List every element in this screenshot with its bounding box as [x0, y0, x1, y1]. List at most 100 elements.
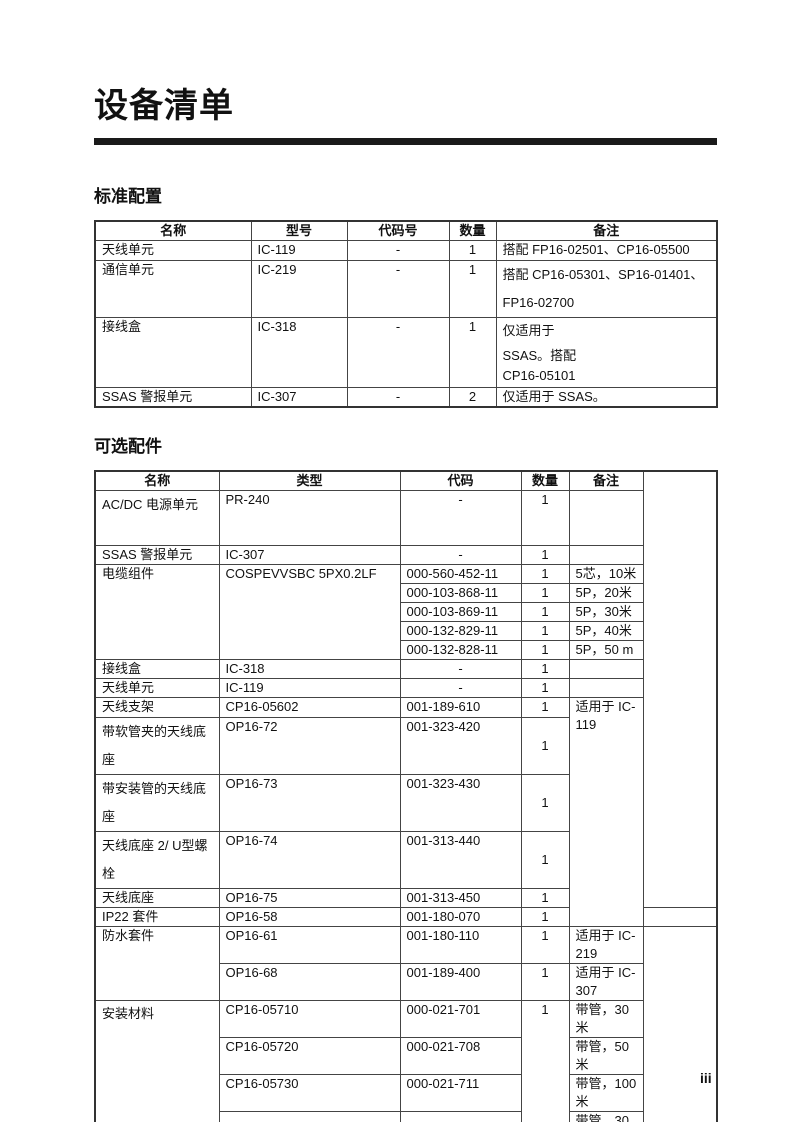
cell-note [568, 677, 644, 698]
header-type: 类型 [218, 470, 401, 491]
table-row: 天线单元 IC-119 - 1 搭配 FP16-02501、CP16-05500 [94, 239, 718, 261]
cell-type: OP16-68 [218, 962, 401, 1001]
header-qty: 数量 [448, 220, 497, 241]
cell-note [568, 544, 644, 565]
section-heading-standard: 标准配置 [94, 187, 162, 206]
cell-type: IC-307 [218, 544, 401, 565]
cell-model: IC-307 [250, 386, 348, 408]
cell-model: IC-219 [250, 259, 348, 318]
cell-code: - [346, 259, 450, 318]
cell-name: 安装材料 [94, 999, 220, 1122]
cell-name: 防水套件 [94, 925, 220, 1001]
note-line: 仅适用于 [502, 322, 555, 338]
header-note: 备注 [495, 220, 718, 241]
cell-note [568, 489, 644, 546]
standard-table: 名称 型号 代码号 数量 备注 天线单元 IC-119 - 1 搭配 FP16-… [94, 220, 718, 408]
cell-code: 000-132-828-11 [399, 639, 522, 660]
header-model: 型号 [250, 220, 348, 241]
cell-note: 搭配 FP16-02501、CP16-05500 [495, 239, 718, 261]
cell-qty: 1 [520, 906, 570, 927]
cell-code: 000-132-829-11 [399, 620, 522, 641]
cell-code: 000-560-452-11 [399, 563, 522, 584]
table-header: 名称 类型 代码 数量 备注 [94, 470, 717, 491]
cell-qty: 1 [520, 887, 570, 908]
header-code: 代码 [399, 470, 522, 491]
cell-type: OP16-61 [218, 925, 401, 964]
cell-note [568, 658, 644, 679]
table-row: SSAS 警报单元 IC-307 - 1 [94, 544, 717, 565]
cell-type: OP16-75 [218, 887, 401, 908]
cell-qty: 1 [520, 489, 570, 546]
cell-type: OP16-72 [218, 716, 401, 775]
cell-qty: 1 [520, 639, 570, 660]
table-row: 通信单元 IC-219 - 1 搭配 CP16-05301、SP16-01401… [94, 259, 718, 318]
cell-note: 带管，30 米 [568, 999, 644, 1038]
cell-code: - [399, 677, 522, 698]
cell-note: 适用于 IC-219 [568, 925, 644, 964]
cell-note: 适用于 IC-307 [568, 962, 644, 1001]
table-row: 接线盒 IC-318 - 1 [94, 658, 717, 679]
cell-note: 5P，50 m [568, 639, 644, 660]
cell-qty: 1 [520, 696, 570, 718]
page-title: 设备清单 [94, 87, 234, 125]
page-number: iii [700, 1070, 712, 1086]
table-row: 电缆组件 COSPEVVSBC 5PX0.2LF 000-560-452-11 … [94, 563, 717, 660]
cell-model: IC-318 [250, 316, 348, 388]
cell-qty: 1 [520, 716, 570, 775]
cell-code: 001-180-110 [399, 925, 522, 964]
cell-qty: 1 [448, 239, 497, 261]
cell-name: 天线单元 [94, 677, 220, 698]
cell-qty: 1 [520, 773, 570, 832]
cell-code: - [346, 316, 450, 388]
cell-code: 001-313-450 [399, 887, 522, 908]
cell-note: 5芯，10米 [568, 563, 644, 584]
cell-name: 带软管夹的天线底座 [94, 716, 220, 775]
cell-type: PR-240 [218, 489, 401, 546]
cell-name: 天线底座 2/ U型螺栓 [94, 830, 220, 889]
cell-name: 天线单元 [94, 239, 252, 261]
cell-note: 带管，100 米 [568, 1073, 644, 1112]
cell-note: 5P，30米 [568, 601, 644, 622]
cell-name: 天线支架 [94, 696, 220, 718]
cell-name: SSAS 警报单元 [94, 544, 220, 565]
cell-code: 000-021-711 [399, 1073, 522, 1112]
cell-type: COSPEVVSBC 5PX0.2LF [218, 563, 401, 660]
cell-qty: 1 [448, 259, 497, 318]
cell-code: 001-189-610 [399, 696, 522, 718]
note-line: SSAS。搭配 [502, 347, 577, 363]
cell-note: 搭配 CP16-05301、SP16-01401、FP16-02700 [495, 259, 718, 318]
cell-qty: 1 [520, 658, 570, 679]
table-row: CP16-05730 000-021-711 带管，100 米 [95, 1073, 717, 1112]
cell-name: 电缆组件 [94, 563, 220, 660]
table-row: 天线底座 2/ U型螺栓 OP16-74 001-313-440 1 [94, 830, 717, 889]
cell-code: - [399, 489, 522, 546]
cell-code: - [399, 544, 522, 565]
cell-name: 通信单元 [94, 259, 252, 318]
cell-code: 001-323-420 [399, 716, 522, 775]
cell-name: 带安装管的天线底座 [94, 773, 220, 832]
cell-qty: 1 [520, 544, 570, 565]
cell-name: SSAS 警报单元 [94, 386, 252, 408]
cell-note: 带管，50 米 [568, 1036, 644, 1075]
table-row: 天线支架 CP16-05602 001-189-610 1 适用于 IC-119 [94, 696, 717, 927]
cell-code: 001-323-430 [399, 773, 522, 832]
table-row: 安装材料 CP16-05710 000-021-701 1 带管，30 米 [94, 999, 717, 1122]
cell-type: OP16-58 [218, 906, 401, 927]
cell-qty: 1 [520, 620, 570, 641]
cell-code: 000-021-701 [399, 999, 522, 1038]
cell-name: 接线盒 [94, 316, 252, 388]
cell-code: 001-180-070 [399, 906, 522, 927]
cell-qty: 1 [520, 925, 570, 964]
cell-note: 5P，20米 [568, 582, 644, 603]
table-header: 名称 型号 代码号 数量 备注 [94, 220, 718, 241]
cell-qty: 1 [448, 316, 497, 388]
cell-type: IC-119 [218, 677, 401, 698]
cell-type: OP16-74 [218, 830, 401, 889]
section-heading-optional: 可选配件 [94, 437, 162, 456]
header-note: 备注 [568, 470, 644, 491]
cell-qty: 1 [520, 677, 570, 698]
cell-note: 仅适用于 SSAS。 [495, 386, 718, 408]
cell-note: 适用于 IC-119 [568, 696, 644, 927]
table-row: OP16-68 001-189-400 1 适用于 IC-307 [95, 962, 717, 1001]
table-row: SSAS 警报单元 IC-307 - 2 仅适用于 SSAS。 [94, 386, 718, 408]
